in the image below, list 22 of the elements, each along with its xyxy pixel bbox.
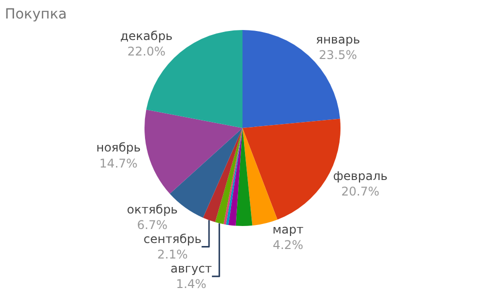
data-label: 1.4% (176, 277, 206, 292)
pie-slice (144, 110, 242, 194)
slice-label: август (170, 262, 212, 276)
slice-label: январь (316, 32, 360, 47)
slice-label: октябрь (126, 202, 178, 216)
pie-slice (242, 128, 278, 226)
slice-label: февраль (333, 169, 388, 184)
pie-slice (203, 128, 242, 222)
data-label: 22.0% (127, 44, 166, 59)
slice-label: ноябрь (96, 140, 141, 155)
data-label: 6.7% (137, 218, 168, 232)
data-label: 2.1% (157, 248, 188, 262)
slice-label: март (272, 222, 304, 237)
data-label: 4.2% (272, 238, 304, 252)
chart-title: Покупка (4, 6, 67, 23)
slice-label: сентябрь (143, 232, 202, 246)
data-label: 14.7% (99, 156, 138, 170)
pie-slice (215, 128, 242, 224)
data-label: 23.5% (318, 48, 358, 62)
data-label: 20.7% (341, 184, 380, 199)
pie-slice (236, 128, 252, 226)
slice-label: декабрь (120, 28, 173, 43)
